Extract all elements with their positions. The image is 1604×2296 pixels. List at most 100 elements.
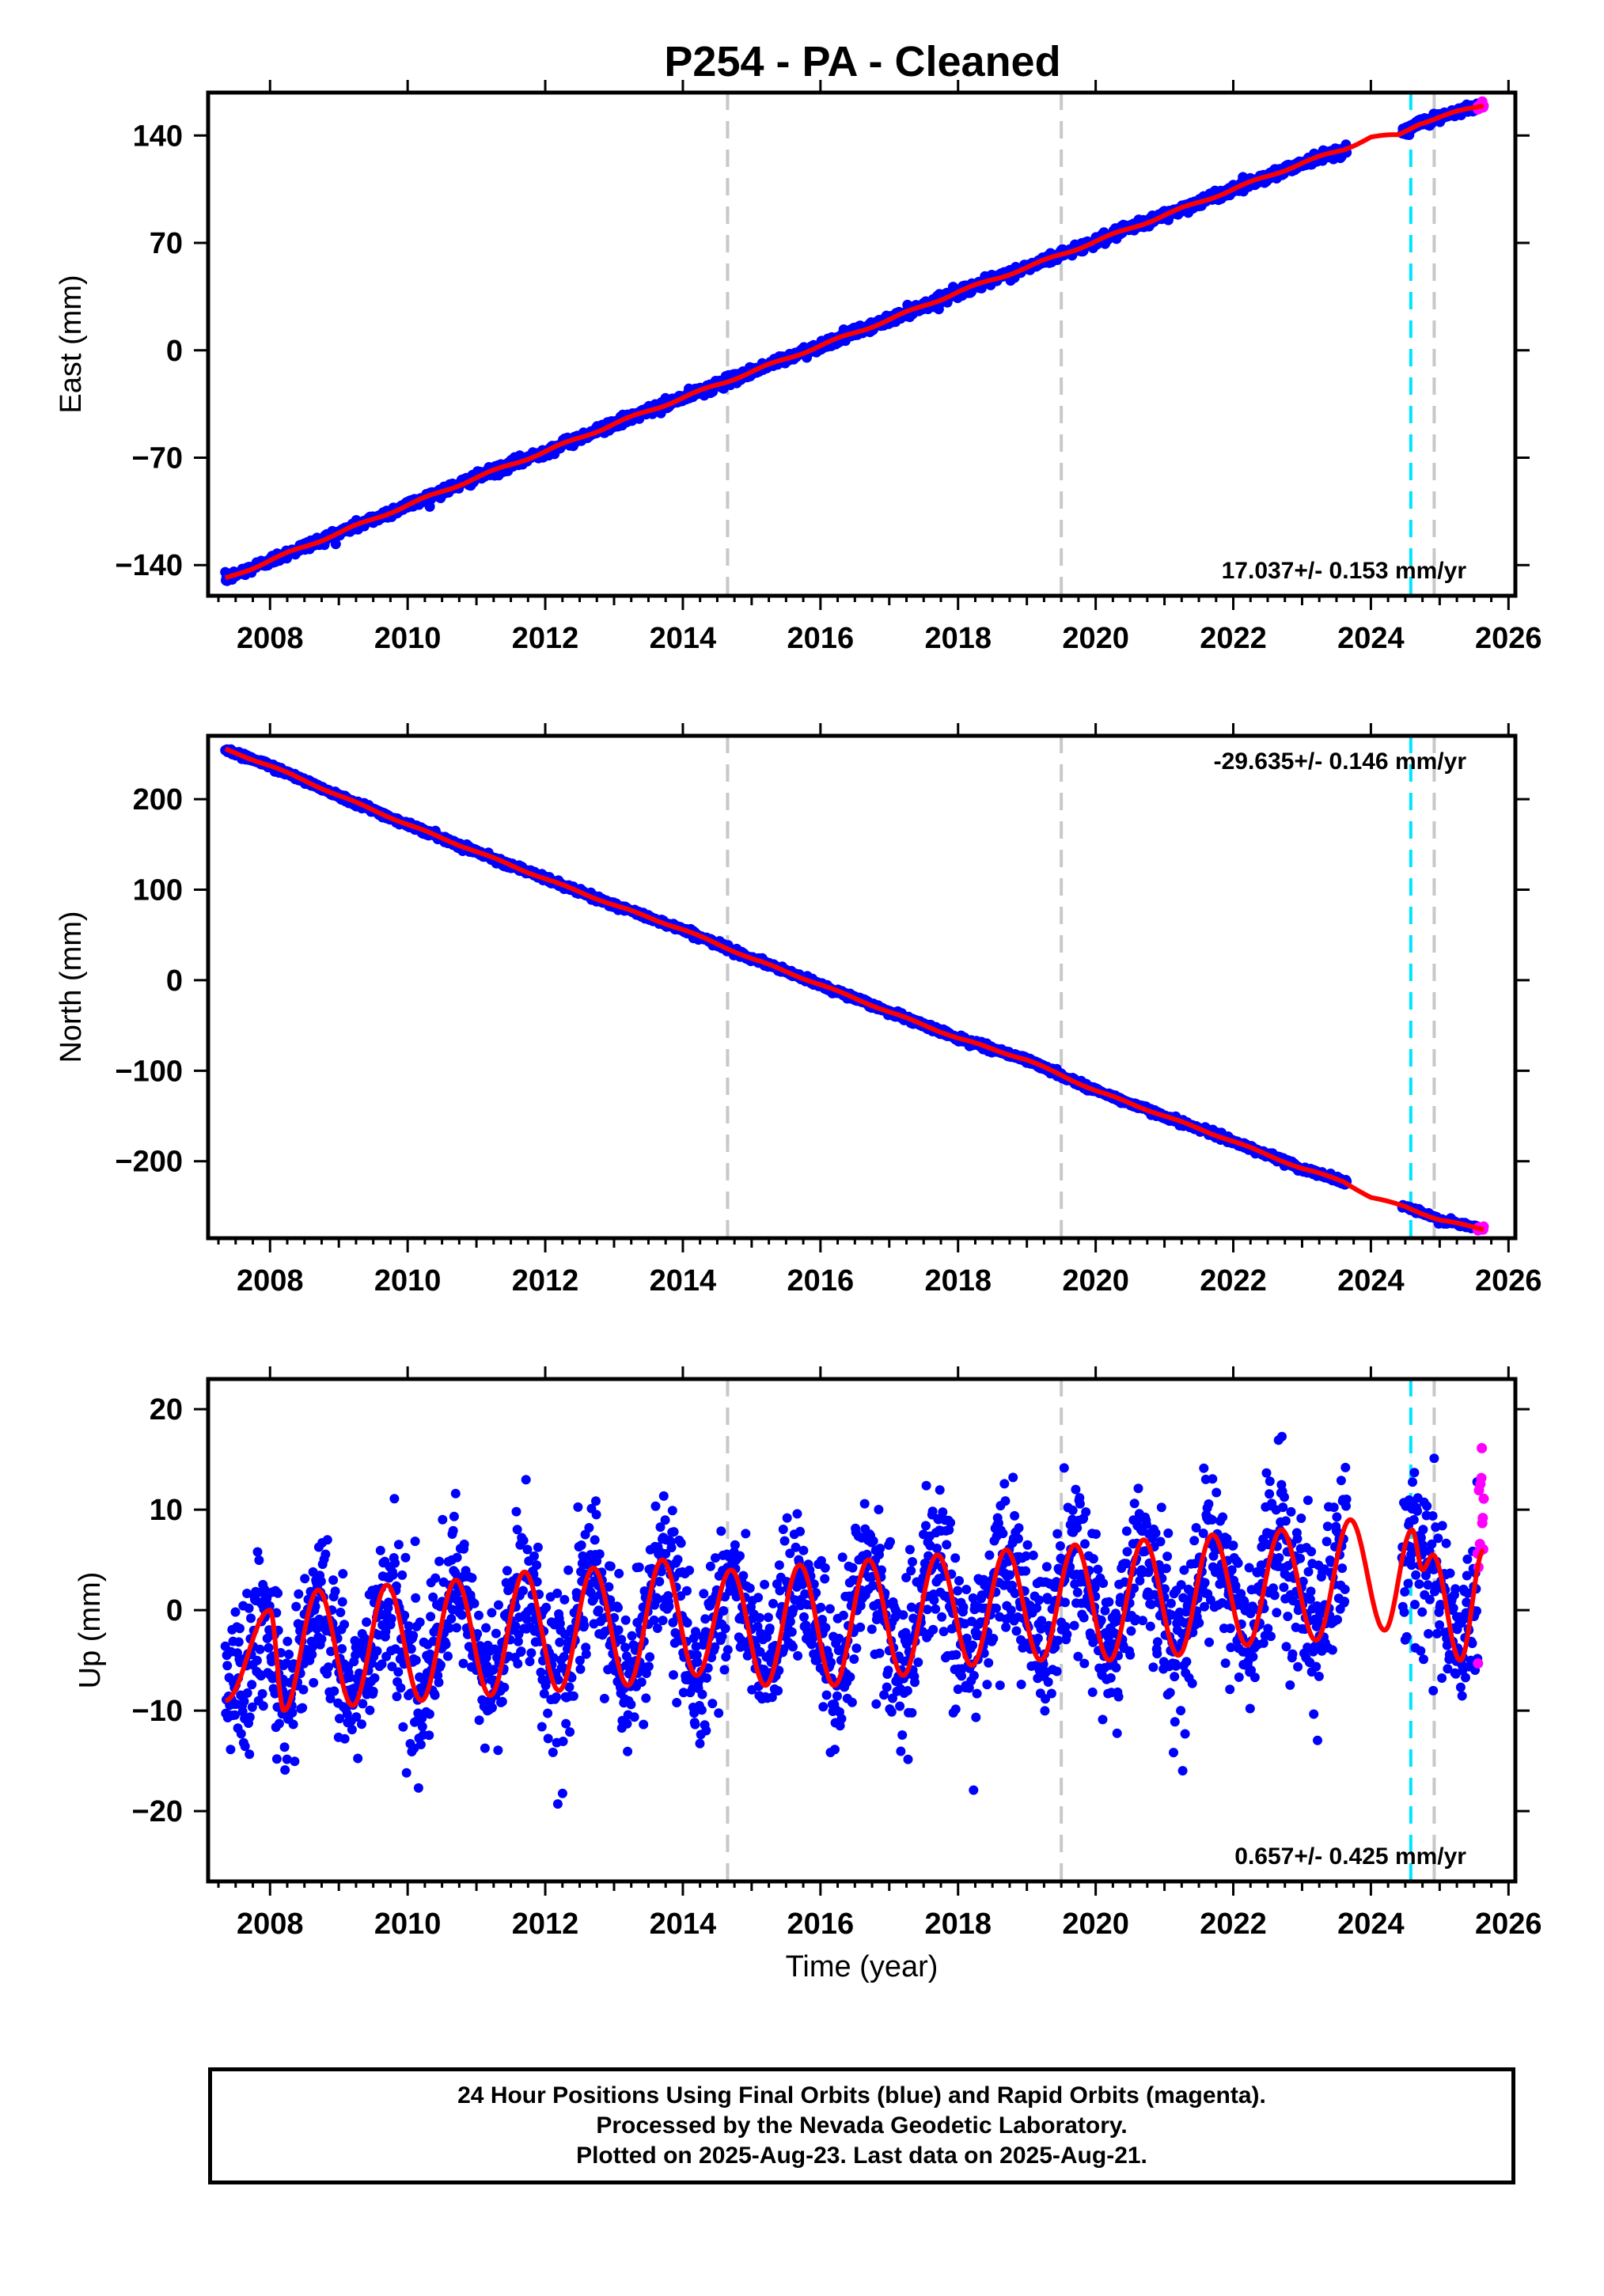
data-point (430, 1573, 441, 1583)
data-point (252, 1547, 263, 1557)
x-tick-label: 2020 (1062, 1264, 1129, 1298)
data-point (397, 1570, 408, 1580)
data-point (347, 1725, 357, 1735)
data-point (392, 1692, 402, 1702)
data-point (452, 1623, 461, 1633)
data-point (222, 1661, 233, 1671)
x-tick-label: 2008 (237, 1264, 304, 1298)
data-point (291, 1601, 301, 1612)
data-point (448, 1525, 458, 1536)
data-point (370, 1673, 380, 1683)
data-point (417, 1722, 427, 1732)
data-point (244, 1603, 254, 1613)
data-point (274, 1718, 284, 1729)
data-point (389, 1494, 400, 1504)
data-point (408, 1631, 419, 1641)
data-point (438, 1514, 448, 1525)
data-point (452, 1552, 462, 1563)
data-point (372, 1646, 382, 1656)
data-point (294, 1589, 304, 1599)
data-point (330, 1586, 340, 1597)
data-point (336, 1608, 346, 1617)
data-point (424, 1709, 434, 1719)
data-point (235, 1623, 245, 1634)
data-point (317, 1634, 327, 1644)
y-tick-label: −100 (115, 1055, 183, 1088)
data-point (298, 1684, 309, 1695)
data-point (411, 1655, 421, 1665)
x-tick-label: 2026 (1475, 1264, 1542, 1298)
data-point (384, 1597, 394, 1608)
panel-north: 2008 2010 2012 2014 2016 2018 2020 2022 2024 2026… (55, 723, 1542, 1298)
data-point (247, 1680, 257, 1690)
rate-label: -29.635+/- 0.146 mm/yr (1214, 748, 1467, 775)
data-point (316, 1576, 326, 1586)
data-point (365, 1705, 375, 1715)
data-point (239, 1696, 249, 1707)
data-point (413, 1783, 423, 1793)
data-point (245, 1712, 255, 1722)
data-point (441, 1639, 451, 1650)
data-point (390, 1558, 400, 1568)
plot-area (220, 736, 1489, 1238)
x-tick-label: 2014 (650, 622, 717, 655)
data-point (434, 1677, 444, 1688)
data-point (415, 1740, 426, 1749)
data-point (330, 539, 341, 550)
data-point (233, 1637, 244, 1647)
data-point (415, 1617, 425, 1627)
data-point (339, 1733, 350, 1744)
y-tick-label: 70 (150, 227, 183, 260)
data-point (368, 1686, 378, 1696)
data-point (264, 1642, 274, 1653)
data-point (322, 1535, 332, 1545)
panel-east: 2008 2010 2012 2014 2016 2018 2020 2022 2024 2026… (55, 80, 1542, 655)
data-point (236, 1729, 246, 1739)
data-point (320, 1549, 331, 1559)
data-point (284, 1650, 294, 1659)
model-fit-line (224, 103, 1485, 581)
data-point (271, 1754, 282, 1764)
y-tick-label: 0 (166, 964, 183, 998)
data-point (280, 1765, 290, 1775)
data-point (273, 1588, 283, 1598)
data-point (257, 1688, 267, 1699)
data-point (388, 1570, 398, 1580)
x-tick-label: 2016 (787, 1264, 855, 1298)
panel-frame (206, 733, 1518, 1241)
data-point (400, 1552, 411, 1563)
data-point (398, 1722, 408, 1732)
data-point (424, 1730, 434, 1741)
data-point (283, 1636, 293, 1646)
data-point (339, 1620, 350, 1630)
figure-title: P254 - PA - Cleaned (664, 38, 1060, 85)
y-tick-label: 0 (166, 335, 183, 368)
data-point (443, 1651, 453, 1661)
final-orbit-points (220, 98, 1483, 586)
panel-up: 2008 2010 2012 2014 2016 2018 2020 2022 2024 2026… (74, 1366, 1542, 1983)
panels-group: 2008 2010 2012 2014 2016 2018 2020 2022 2024 2026… (55, 80, 1542, 1983)
data-point (290, 1756, 300, 1767)
data-point (328, 1575, 339, 1586)
data-point (279, 1742, 290, 1752)
data-point (446, 1614, 457, 1623)
data-point (411, 1593, 421, 1603)
data-point (254, 1555, 264, 1565)
y-tick-label: 140 (133, 119, 183, 153)
data-point (457, 1610, 467, 1620)
y-tick-label: −200 (115, 1146, 183, 1179)
data-point (393, 1540, 404, 1550)
final-orbit-points (220, 744, 1483, 1233)
x-tick-label: 2014 (650, 1264, 717, 1298)
y-tick-label: −140 (115, 549, 183, 582)
x-tick-label: 2010 (374, 622, 442, 655)
data-point (246, 1613, 256, 1623)
data-point (300, 1574, 310, 1584)
data-point (426, 1612, 436, 1622)
data-point (393, 1667, 404, 1677)
plot-area (220, 1379, 1489, 1881)
data-point (245, 1749, 255, 1760)
data-point (430, 1690, 440, 1700)
